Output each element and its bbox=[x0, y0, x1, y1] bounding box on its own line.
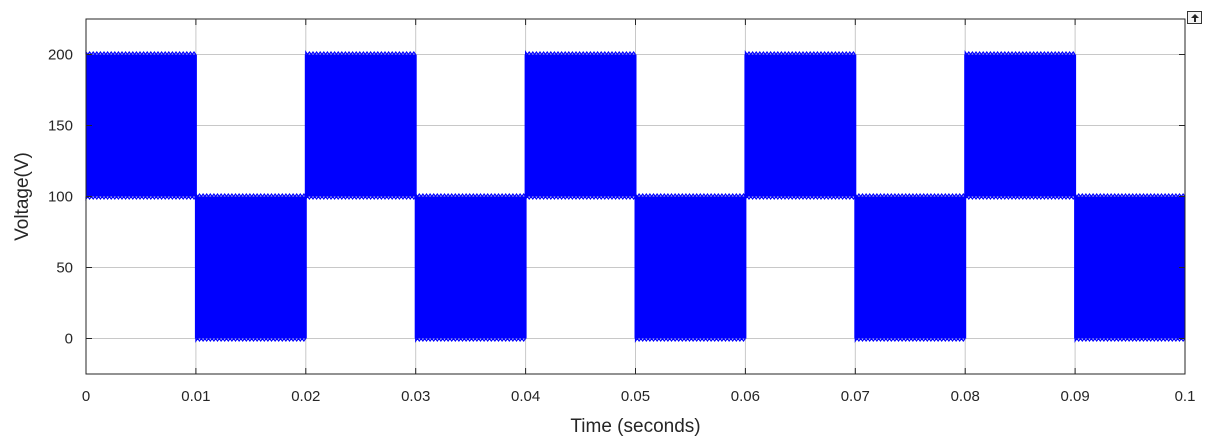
x-tick-label: 0.02 bbox=[291, 388, 320, 405]
x-tick-label: 0.04 bbox=[511, 388, 540, 405]
expand-button[interactable] bbox=[1187, 11, 1202, 24]
ripple-bottom bbox=[964, 195, 1076, 201]
x-axis-label: Time (seconds) bbox=[570, 416, 700, 437]
x-tick-label: 0.08 bbox=[951, 388, 980, 405]
data-band bbox=[86, 54, 196, 197]
x-tick-label: 0.1 bbox=[1175, 388, 1196, 405]
ripple-bottom bbox=[1074, 337, 1186, 343]
ticks: 0 0.01 0.02 0.03 0.04 0.05 0.06 0.07 0.08 0.09 0.1… bbox=[48, 19, 1195, 405]
y-tick-label: 200 bbox=[48, 47, 73, 64]
ripple-bottom bbox=[305, 195, 417, 201]
x-tick-label: 0.07 bbox=[841, 388, 870, 405]
ripple-top bbox=[525, 50, 636, 56]
ripple-top bbox=[1074, 192, 1186, 198]
ripple-bottom bbox=[634, 337, 746, 343]
ripple-top bbox=[85, 50, 197, 56]
data-band bbox=[1075, 196, 1185, 339]
data-band bbox=[965, 54, 1076, 197]
y-axis-label: Voltage(V) bbox=[12, 152, 33, 241]
data-band bbox=[415, 196, 526, 339]
data-band bbox=[855, 196, 966, 339]
ripple-bottom bbox=[415, 337, 526, 343]
x-tick-label: 0.03 bbox=[401, 388, 430, 405]
data-band bbox=[635, 196, 746, 339]
x-tick-label: 0.01 bbox=[181, 388, 210, 405]
ripple-bottom bbox=[525, 195, 636, 201]
data-band bbox=[305, 54, 416, 197]
y-tick-label: 100 bbox=[48, 189, 73, 206]
ripple-bottom bbox=[854, 337, 966, 343]
ripple-bottom bbox=[85, 195, 197, 201]
x-tick-label: 0.09 bbox=[1060, 388, 1089, 405]
ripple-bottom bbox=[195, 337, 307, 343]
x-tick-label: 0.06 bbox=[731, 388, 760, 405]
data-band bbox=[525, 54, 636, 197]
y-tick-label: 0 bbox=[65, 331, 73, 348]
ripple-top bbox=[195, 192, 307, 198]
ripple-top bbox=[415, 192, 526, 198]
series-voltage bbox=[85, 50, 1186, 343]
x-tick-label: 0.05 bbox=[621, 388, 650, 405]
data-band bbox=[195, 196, 306, 339]
ripple-top bbox=[305, 50, 417, 56]
expand-icon-stem bbox=[1194, 18, 1196, 22]
ripple-bottom bbox=[744, 195, 856, 201]
ripple-top bbox=[634, 192, 746, 198]
ripple-top bbox=[854, 192, 966, 198]
expand-icon bbox=[1191, 14, 1199, 18]
data-band bbox=[745, 54, 856, 197]
x-tick-label: 0 bbox=[82, 388, 90, 405]
y-tick-label: 150 bbox=[48, 118, 73, 135]
y-tick-label: 50 bbox=[56, 260, 73, 277]
ripple-top bbox=[964, 50, 1076, 56]
ripple-top bbox=[744, 50, 856, 56]
